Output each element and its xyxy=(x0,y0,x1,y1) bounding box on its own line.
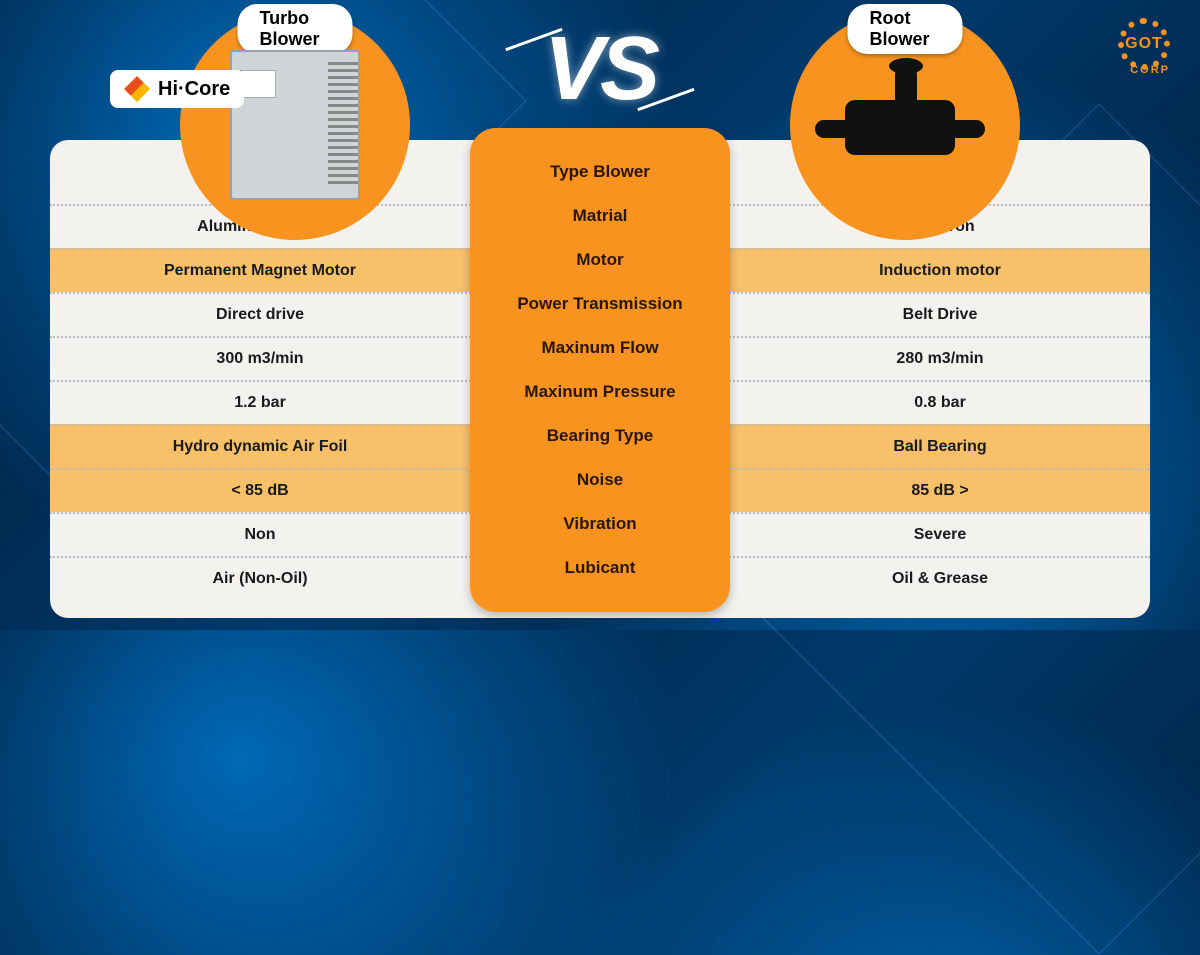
brand-logo: GOT CORP xyxy=(1118,18,1170,70)
spec-right-value: Oil & Grease xyxy=(730,570,1150,588)
spec-label: Matrial xyxy=(470,194,730,238)
spec-label-column: Type BlowerMatrialMotorPower Transmissio… xyxy=(470,128,730,612)
spec-label: Maxinum Pressure xyxy=(470,370,730,414)
brand-logo-text: GOT xyxy=(1118,18,1170,70)
spec-label: Maxinum Flow xyxy=(470,326,730,370)
hicore-badge: Hi·Core xyxy=(110,70,244,108)
brand-logo-sub: CORP xyxy=(1130,64,1170,76)
hicore-label: Hi·Core xyxy=(158,78,230,101)
spec-label: Type Blower xyxy=(470,150,730,194)
root-blower-badge: Root Blower xyxy=(790,10,1020,240)
spec-label: Noise xyxy=(470,458,730,502)
spec-left-value: Direct drive xyxy=(50,306,470,324)
spec-label: Vibration xyxy=(470,502,730,546)
spec-left-value: Non xyxy=(50,526,470,544)
spec-left-value: Permanent Magnet Motor xyxy=(50,262,470,280)
turbo-blower-title: Turbo Blower xyxy=(238,4,353,54)
hicore-icon xyxy=(124,76,150,102)
turbo-blower-badge: Turbo Blower xyxy=(180,10,410,240)
root-blower-title: Root Blower xyxy=(848,4,963,54)
spec-right-value: Severe xyxy=(730,526,1150,544)
spec-label: Lubicant xyxy=(470,546,730,590)
spec-right-value: Ball Bearing xyxy=(730,438,1150,456)
spec-label: Power Transmission xyxy=(470,282,730,326)
spec-left-value: 1.2 bar xyxy=(50,394,470,412)
spec-right-value: 0.8 bar xyxy=(730,394,1150,412)
spec-right-value: Induction motor xyxy=(730,262,1150,280)
spec-left-value: < 85 dB xyxy=(50,482,470,500)
spec-right-value: 280 m3/min xyxy=(730,350,1150,368)
spec-left-value: Air (Non-Oil) xyxy=(50,570,470,588)
vs-label: VS xyxy=(544,18,656,121)
turbo-blower-image xyxy=(230,50,360,200)
spec-left-value: 300 m3/min xyxy=(50,350,470,368)
spec-left-value: Hydro dynamic Air Foil xyxy=(50,438,470,456)
spec-right-value: Belt Drive xyxy=(730,306,1150,324)
spec-right-value: 85 dB > xyxy=(730,482,1150,500)
spec-label: Motor xyxy=(470,238,730,282)
spec-label: Bearing Type xyxy=(470,414,730,458)
root-blower-image xyxy=(825,80,985,170)
